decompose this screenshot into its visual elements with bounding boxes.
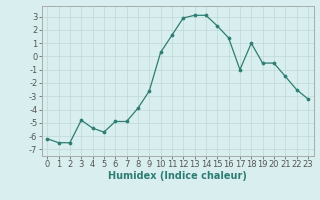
X-axis label: Humidex (Indice chaleur): Humidex (Indice chaleur) — [108, 171, 247, 181]
